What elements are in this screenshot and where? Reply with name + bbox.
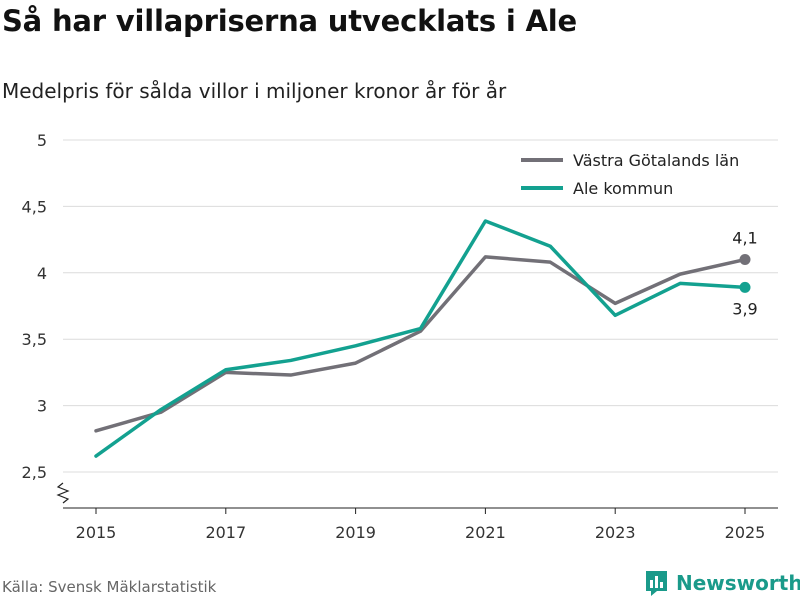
brand-logo-block[interactable]: Newsworthy bbox=[644, 569, 800, 597]
x-tick-label: 2017 bbox=[205, 523, 246, 542]
x-tick-label: 2019 bbox=[335, 523, 376, 542]
x-tick-label: 2015 bbox=[76, 523, 117, 542]
y-tick-label: 4 bbox=[37, 264, 47, 283]
series-end-marker-1 bbox=[739, 281, 751, 293]
gridlines bbox=[63, 139, 778, 473]
axis-break-icon bbox=[56, 482, 70, 504]
series-lines: 4,1 3,9 bbox=[94, 219, 758, 458]
brand-name: Newsworthy bbox=[676, 571, 800, 595]
x-tick-label: 2021 bbox=[465, 523, 506, 542]
legend-label-0: Västra Götalands län bbox=[573, 151, 739, 170]
y-tick-label: 3,5 bbox=[22, 330, 47, 349]
series-end-label-0: 4,1 bbox=[732, 229, 757, 248]
y-tick-label: 5 bbox=[37, 131, 47, 150]
legend-label-1: Ale kommun bbox=[573, 179, 673, 198]
series-end-marker-0 bbox=[739, 254, 751, 266]
series-line-0 bbox=[94, 255, 747, 433]
x-tick-label: 2025 bbox=[725, 523, 766, 542]
y-tick-label: 3 bbox=[37, 397, 47, 416]
newsworthy-logo-icon bbox=[646, 571, 667, 596]
y-tick-label: 4,5 bbox=[22, 197, 47, 216]
axes: 2,5 3 3,5 4 4,5 5 2015 2017 2019 2021 2023 2025 bbox=[22, 131, 778, 542]
source-note: Källa: Svensk Mäklarstatistik bbox=[2, 578, 217, 596]
series-end-label-1: 3,9 bbox=[732, 299, 757, 318]
chart-title: Så har villapriserna utvecklats i Ale bbox=[2, 4, 577, 38]
x-tick-label: 2023 bbox=[595, 523, 636, 542]
chart-subtitle: Medelpris för sålda villor i miljoner kr… bbox=[2, 79, 507, 103]
legend: Västra Götalands län Ale kommun bbox=[521, 151, 739, 198]
series-line-1 bbox=[94, 219, 747, 458]
y-tick-label: 2,5 bbox=[22, 463, 47, 482]
